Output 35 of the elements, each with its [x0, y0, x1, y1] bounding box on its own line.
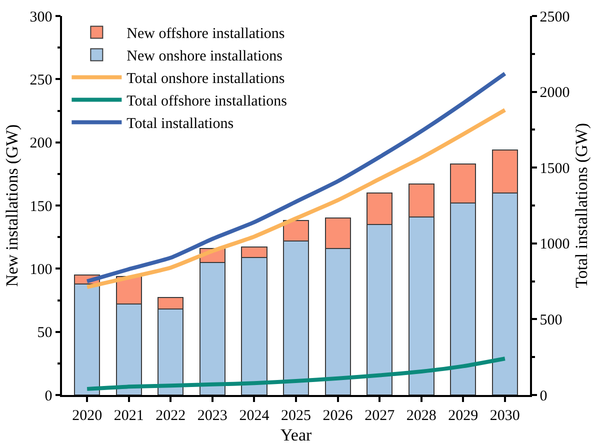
y-tick-label: 200 [30, 136, 52, 152]
x-tick-label: 2029 [448, 408, 478, 424]
x-tick-label: 2028 [406, 408, 436, 424]
y-tick-label: 300 [30, 9, 52, 26]
y-tick-label: 100 [30, 262, 52, 278]
x-tick-label: 2021 [114, 408, 144, 424]
x-tick-label: 2026 [322, 408, 354, 424]
y2-tick-label: 2500 [540, 9, 570, 26]
y2-axis-title: Total installations (GW) [572, 123, 591, 288]
line-series [85, 108, 507, 290]
x-tick-label: 2030 [490, 408, 520, 424]
legend-label: Total onshore installations [126, 71, 285, 88]
x-tick-label: 2020 [72, 408, 102, 424]
x-tick-label: 2024 [239, 408, 270, 424]
x-tick-label: 2027 [364, 408, 396, 424]
y-tick-label: 250 [30, 72, 52, 88]
line-series [85, 72, 507, 284]
legend-label: New offshore installations [126, 26, 285, 42]
line-series [85, 356, 507, 391]
y2-tick-label: 2000 [540, 85, 570, 102]
y-tick-label: 50 [37, 325, 52, 342]
x-tick-label: 2025 [281, 408, 311, 424]
x-tick-label: 2022 [156, 408, 186, 424]
y2-tick-label: 0 [540, 388, 548, 404]
y2-tick-label: 500 [540, 312, 562, 328]
legend-label: New onshore installations [126, 48, 283, 65]
y-axis-title: New installations (GW) [2, 124, 22, 287]
legend-label: Total offshore installations [126, 94, 288, 110]
y2-tick-label: 1000 [540, 236, 570, 253]
y-tick-label: 0 [44, 388, 52, 404]
y2-tick-label: 1500 [540, 160, 570, 177]
legend-label: Total installations [126, 116, 234, 132]
x-tick-label: 2023 [197, 408, 228, 424]
x-axis-title: Year [280, 426, 312, 445]
y-tick-label: 150 [30, 198, 52, 215]
